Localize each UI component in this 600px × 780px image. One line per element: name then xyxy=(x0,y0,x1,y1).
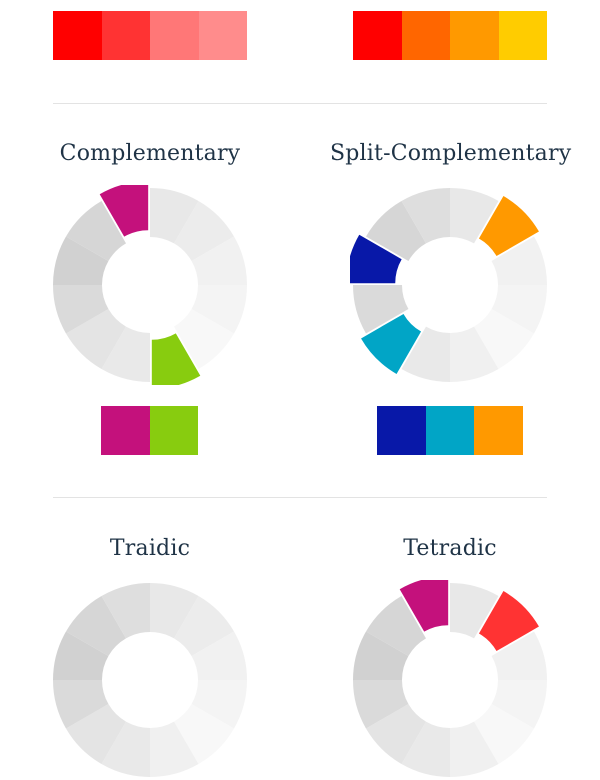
section-divider xyxy=(53,103,547,104)
wheel-segment xyxy=(491,236,547,285)
scheme-swatch xyxy=(101,406,150,455)
triadic-color-wheel xyxy=(53,583,247,777)
palette-swatch xyxy=(150,11,199,60)
scheme-swatch xyxy=(425,406,474,455)
wheel-segment xyxy=(150,188,199,244)
wheel-highlight-segment xyxy=(350,234,402,284)
top-left-palette xyxy=(53,11,247,60)
top-right-palette xyxy=(353,11,547,60)
scheme-swatch xyxy=(149,406,198,455)
wheel-segment xyxy=(53,236,109,285)
wheel-segment xyxy=(450,326,499,382)
palette-swatch xyxy=(101,11,150,60)
split-complementary-swatches xyxy=(377,406,523,455)
split-complementary-color-wheel xyxy=(350,188,547,382)
triadic-title: Traidic xyxy=(109,536,191,561)
wheel-segment xyxy=(191,236,247,285)
wheel-segment xyxy=(65,200,126,261)
palette-swatch xyxy=(198,11,247,60)
tetradic-title: Tetradic xyxy=(403,536,497,561)
wheel-segment xyxy=(174,200,235,261)
wheel-segment xyxy=(365,200,426,261)
palette-swatch xyxy=(450,11,499,60)
split-complementary-title: Split-Complementary xyxy=(330,141,572,166)
wheel-highlight-segment xyxy=(99,185,149,237)
tetradic-color-wheel xyxy=(353,580,547,777)
wheel-highlight-segment xyxy=(361,313,422,374)
wheel-segment xyxy=(401,326,450,382)
wheel-segment xyxy=(174,309,235,370)
wheel-segment xyxy=(450,188,499,244)
wheel-segment xyxy=(474,309,535,370)
wheel-segment xyxy=(101,326,150,382)
wheel-segment xyxy=(353,285,409,334)
scheme-swatch xyxy=(377,406,426,455)
wheel-highlight-segment xyxy=(151,333,201,385)
wheel-segment xyxy=(65,309,126,370)
palette-swatch xyxy=(53,11,102,60)
wheel-segment xyxy=(401,188,450,244)
complementary-title: Complementary xyxy=(59,141,241,166)
wheel-highlight-segment xyxy=(478,196,539,257)
palette-swatch xyxy=(498,11,547,60)
wheel-segment xyxy=(191,285,247,334)
complementary-color-wheel xyxy=(53,185,247,385)
complementary-swatches xyxy=(101,406,198,455)
scheme-swatch xyxy=(474,406,523,455)
wheel-segment xyxy=(53,285,109,334)
section-divider xyxy=(53,497,547,498)
palette-swatch xyxy=(353,11,402,60)
wheel-segment xyxy=(491,285,547,334)
palette-swatch xyxy=(401,11,450,60)
